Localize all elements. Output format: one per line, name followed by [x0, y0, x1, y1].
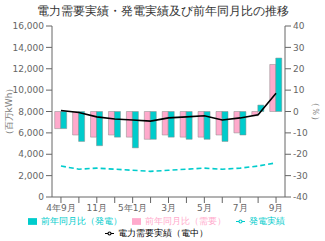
svg-text:2,000: 2,000 [18, 171, 44, 181]
svg-text:16,000: 16,000 [13, 21, 45, 31]
svg-text:20: 20 [293, 64, 305, 74]
svg-text:6,000: 6,000 [18, 128, 44, 138]
svg-text:5年1月: 5年1月 [118, 203, 147, 213]
svg-text:4,000: 4,000 [18, 149, 44, 159]
html-text:前年同月比（発電）: 前年同月比（発電） [41, 216, 122, 226]
svg-text:11月: 11月 [87, 203, 107, 213]
svg-text:（％）: （％） [311, 98, 317, 125]
svg-text:0: 0 [293, 107, 299, 117]
svg-text:30: 30 [293, 43, 305, 53]
svg-text:7月: 7月 [233, 203, 248, 213]
svg-text:12,000: 12,000 [13, 64, 45, 74]
svg-text:-40: -40 [293, 192, 308, 202]
html-text:電力需要実績（電中）: 電力需要実績（電中） [118, 228, 208, 238]
html-text:発電実績: 発電実績 [249, 216, 285, 226]
svg-text:40: 40 [293, 21, 305, 31]
svg-text:8,000: 8,000 [18, 107, 44, 117]
svg-text:0: 0 [38, 192, 44, 202]
svg-text:10: 10 [293, 85, 305, 95]
svg-text:5月: 5月 [197, 203, 212, 213]
svg-text:3月: 3月 [161, 203, 176, 213]
svg-text:9月: 9月 [269, 203, 284, 213]
svg-text:（百万kWh）: （百万kWh） [8, 84, 14, 140]
svg-text:-20: -20 [293, 149, 308, 159]
svg-text:-10: -10 [293, 128, 308, 138]
svg-text:14,000: 14,000 [13, 43, 45, 53]
html-text:前年同月比（需要）: 前年同月比（需要） [145, 216, 226, 226]
svg-text:4年9月: 4年9月 [46, 203, 75, 213]
html-text:電力需要実績・発電実績及び前年同月比の推移: 電力需要実績・発電実績及び前年同月比の推移 [36, 4, 289, 18]
svg-text:-30: -30 [293, 171, 308, 181]
svg-text:10,000: 10,000 [13, 85, 45, 95]
